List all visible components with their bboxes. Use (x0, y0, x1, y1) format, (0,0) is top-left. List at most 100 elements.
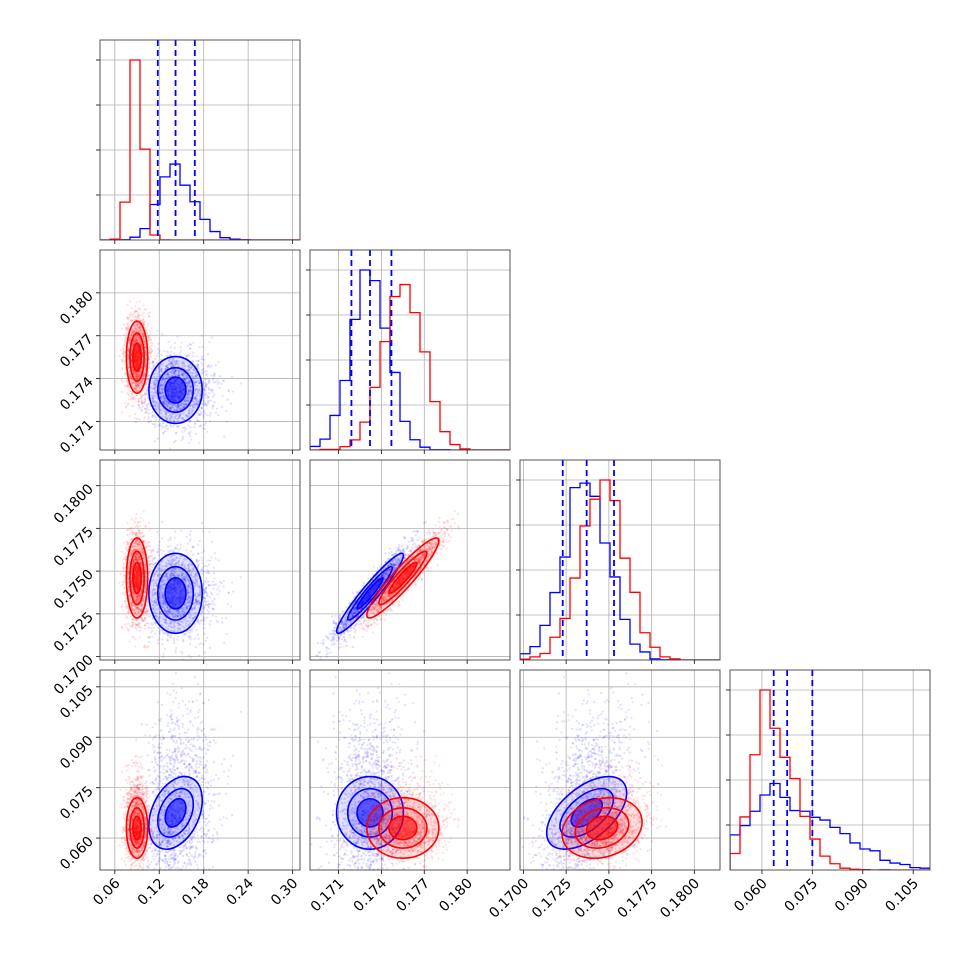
scatter-point (160, 367, 163, 370)
scatter-point (136, 334, 139, 337)
scatter-point (165, 410, 168, 413)
scatter-point (170, 360, 173, 363)
scatter-point (167, 372, 170, 375)
scatter-point (207, 363, 211, 366)
scatter-point (155, 362, 159, 365)
scatter-point (147, 323, 150, 326)
scatter-point (176, 544, 179, 547)
scatter-point (206, 569, 209, 572)
scatter-point (189, 371, 193, 375)
scatter-point (204, 382, 207, 385)
scatter-point (192, 400, 196, 403)
scatter-point (194, 380, 197, 384)
scatter-point (180, 373, 183, 376)
scatter-point (165, 400, 169, 403)
scatter-point (153, 394, 156, 397)
scatter-point (138, 382, 142, 385)
scatter-point (176, 404, 179, 407)
scatter-point (177, 405, 180, 408)
scatter-point (172, 408, 175, 412)
scatter-point (151, 362, 154, 365)
scatter-point (192, 376, 196, 379)
scatter-point (217, 559, 220, 562)
scatter-point (163, 647, 167, 650)
scatter-point (176, 418, 179, 421)
scatter-point (181, 360, 184, 363)
scatter-point (120, 411, 124, 414)
scatter-point (163, 430, 167, 433)
scatter-point (189, 638, 192, 641)
scatter-point (151, 387, 154, 390)
scatter-point (161, 631, 165, 634)
scatter-point (176, 638, 179, 641)
scatter-point (196, 387, 199, 391)
scatter-point (162, 400, 165, 403)
scatter-point (205, 403, 208, 406)
scatter-point (134, 375, 137, 378)
scatter-point (196, 376, 199, 379)
scatter-point (170, 371, 173, 375)
scatter-point (165, 377, 168, 380)
scatter-point (197, 637, 200, 640)
scatter-point (164, 367, 167, 371)
scatter-point (138, 384, 141, 387)
scatter-point (152, 361, 155, 364)
scatter-point (128, 300, 132, 303)
scatter-point (202, 399, 206, 402)
scatter-point (169, 664, 171, 666)
scatter-point (152, 401, 155, 405)
scatter-point (166, 404, 169, 407)
scatter-point (147, 403, 150, 406)
scatter-point (187, 389, 191, 392)
scatter-point (189, 435, 192, 438)
scatter-point (165, 401, 168, 405)
scatter-point (164, 367, 167, 371)
scatter-point (203, 385, 206, 388)
scatter-point (172, 425, 175, 428)
scatter-point (151, 415, 154, 418)
scatter-point (143, 341, 146, 344)
scatter-point (205, 373, 208, 376)
scatter-point (193, 369, 197, 372)
scatter-point (120, 626, 124, 629)
scatter-point (149, 338, 152, 342)
scatter-point (203, 358, 206, 361)
scatter-point (151, 394, 154, 397)
scatter-point (164, 399, 167, 402)
scatter-point (170, 414, 173, 417)
scatter-point (212, 587, 215, 590)
scatter-point (188, 396, 191, 399)
scatter-point (133, 330, 136, 333)
scatter-point (170, 361, 173, 364)
scatter-point (204, 378, 207, 381)
scatter-point (167, 404, 170, 407)
scatter-point (203, 599, 206, 603)
scatter-point (175, 361, 178, 364)
scatter-point (127, 402, 130, 406)
scatter-point (208, 391, 211, 395)
scatter-point (151, 422, 154, 426)
scatter-point (138, 314, 141, 317)
scatter-point (152, 384, 155, 387)
scatter-point (175, 547, 179, 550)
scatter-point (142, 316, 145, 319)
scatter-point (169, 538, 172, 541)
scatter-point (123, 343, 126, 346)
scatter-point (197, 425, 201, 428)
scatter-point (193, 397, 197, 400)
scatter-point (156, 354, 159, 358)
scatter-point (161, 400, 164, 403)
scatter-point (151, 361, 154, 364)
scatter-point (194, 645, 197, 649)
scatter-point (212, 566, 216, 569)
scatter-point (126, 392, 129, 395)
scatter-point (161, 420, 165, 423)
scatter-point (133, 326, 136, 329)
scatter-point (169, 419, 172, 422)
scatter-point (187, 387, 190, 390)
scatter-point (207, 600, 210, 603)
scatter-point (140, 396, 144, 399)
scatter-point (184, 381, 187, 384)
scatter-point (183, 399, 186, 402)
scatter-point (173, 409, 177, 412)
